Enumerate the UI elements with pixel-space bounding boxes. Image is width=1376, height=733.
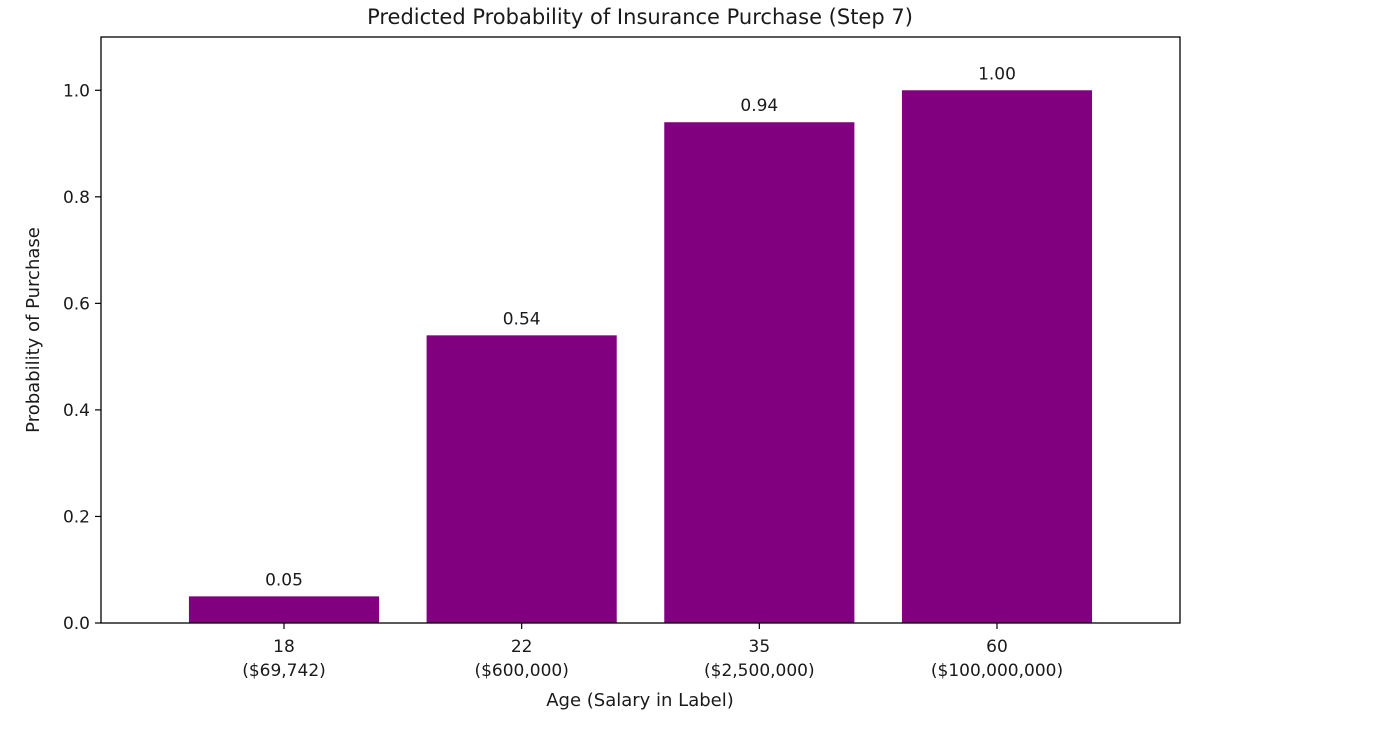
y-tick-label: 0.0 [63, 614, 90, 634]
x-tick-label-age: 18 [273, 637, 295, 657]
y-tick-label: 0.2 [63, 507, 90, 527]
x-tick-label-salary: ($69,742) [242, 661, 326, 681]
y-axis: 0.0 0.2 0.4 0.6 0.8 1.0 [63, 81, 101, 634]
bar-value-label: 0.54 [503, 309, 541, 329]
x-tick-label-age: 60 [986, 637, 1008, 657]
x-axis: 18 ($69,742) 22 ($600,000) 35 ($2,500,000) 60 (… [242, 623, 1063, 681]
chart-title: Predicted Probability of Insurance Purch… [367, 5, 913, 29]
y-tick-label: 0.8 [63, 188, 90, 208]
plot-frame [100, 36, 1181, 624]
x-tick-label-age: 22 [511, 637, 533, 657]
y-axis-label: Probability of Purchase [23, 227, 44, 433]
x-tick-label-salary: ($2,500,000) [704, 661, 815, 681]
bar-value-label: 0.94 [740, 96, 778, 116]
x-axis-label: Age (Salary in Label) [546, 690, 734, 711]
bar-18 [188, 596, 380, 623]
y-tick-label: 0.6 [63, 294, 90, 314]
x-tick-label-salary: ($100,000,000) [931, 661, 1063, 681]
y-tick-label: 0.4 [63, 401, 90, 421]
bars-group [188, 90, 1093, 624]
bar-value-label: 1.00 [978, 64, 1016, 84]
bar-value-label: 0.05 [265, 570, 303, 590]
bar-22 [426, 335, 617, 623]
bar-35 [664, 122, 855, 624]
bar-labels-group: 0.05 0.54 0.94 1.00 [265, 64, 1016, 590]
y-tick-label: 1.0 [63, 81, 90, 101]
x-tick-label-salary: ($600,000) [474, 661, 568, 681]
x-tick-label-age: 35 [749, 637, 771, 657]
bar-60 [901, 90, 1093, 624]
